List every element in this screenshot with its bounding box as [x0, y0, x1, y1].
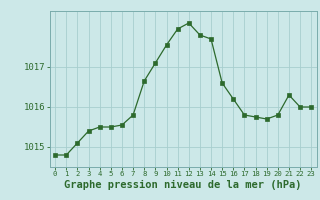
X-axis label: Graphe pression niveau de la mer (hPa): Graphe pression niveau de la mer (hPa) [64, 180, 302, 190]
